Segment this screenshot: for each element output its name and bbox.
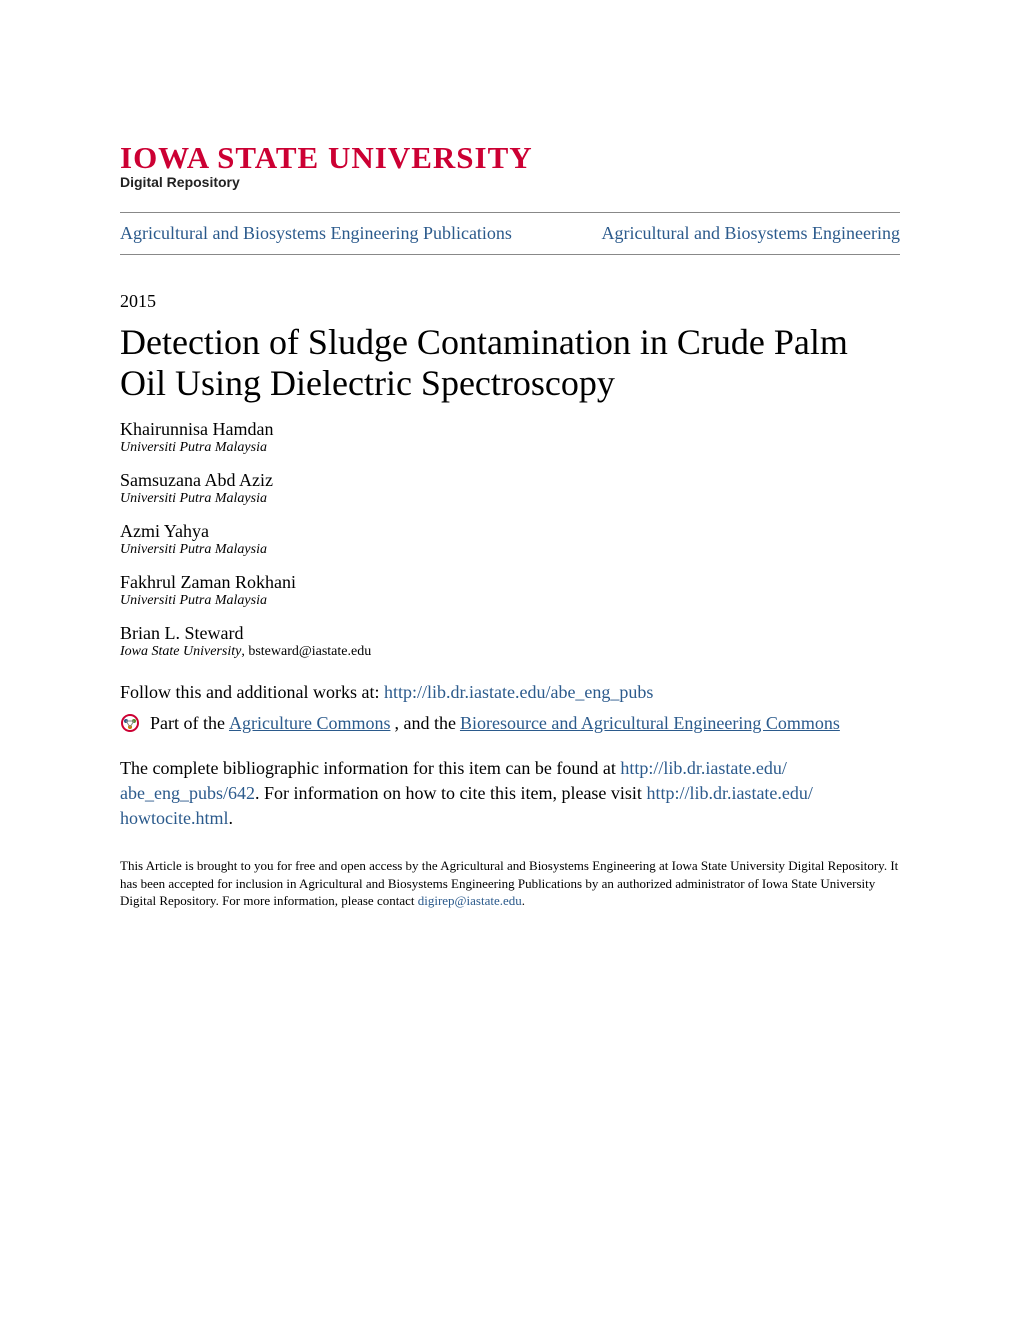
publication-year: 2015: [120, 291, 900, 312]
biblio-url-1a[interactable]: http://lib.dr.iastate.edu/: [620, 758, 786, 778]
follow-works-line: Follow this and additional works at: htt…: [120, 682, 900, 703]
footer-note: This Article is brought to you for free …: [120, 857, 900, 910]
author-name: Fakhrul Zaman Rokhani: [120, 572, 900, 593]
author-block: Azmi YahyaUniversiti Putra Malaysia: [120, 521, 900, 558]
author-affiliation: Iowa State University, bsteward@iastate.…: [120, 644, 900, 660]
institution-logo: Iowa State University Digital Repository: [120, 140, 900, 190]
paper-title: Detection of Sludge Contamination in Cru…: [120, 322, 900, 403]
author-name: Azmi Yahya: [120, 521, 900, 542]
follow-url-link[interactable]: http://lib.dr.iastate.edu/abe_eng_pubs: [384, 682, 653, 702]
author-affiliation: Universiti Putra Malaysia: [120, 542, 900, 558]
header-rule-top: [120, 212, 900, 213]
header-row: Agricultural and Biosystems Engineering …: [120, 218, 900, 249]
biblio-url-2b[interactable]: howtocite.html: [120, 808, 228, 828]
author-block: Samsuzana Abd AzizUniversiti Putra Malay…: [120, 470, 900, 507]
footer-text-2: .: [522, 893, 525, 908]
biblio-url-1b[interactable]: abe_eng_pubs/642: [120, 783, 255, 803]
collection-link-right[interactable]: Agricultural and Biosystems Engineering: [602, 223, 900, 244]
author-name: Khairunnisa Hamdan: [120, 419, 900, 440]
logo-sub-text: Digital Repository: [120, 174, 900, 190]
biblio-url-2a[interactable]: http://lib.dr.iastate.edu/: [646, 783, 812, 803]
commons-mid: , and the: [394, 709, 455, 738]
header-rule-bottom: [120, 254, 900, 255]
biblio-text-1: The complete bibliographic information f…: [120, 758, 620, 778]
footer-contact-email[interactable]: digirep@iastate.edu: [418, 893, 522, 908]
commons-row: Part of the Agriculture Commons, and the…: [120, 709, 900, 738]
bibliographic-note: The complete bibliographic information f…: [120, 756, 900, 832]
logo-main-text: Iowa State University: [120, 140, 900, 176]
collection-link-left[interactable]: Agricultural and Biosystems Engineering …: [120, 222, 512, 245]
author-name: Brian L. Steward: [120, 623, 900, 644]
network-icon: [120, 713, 140, 733]
biblio-text-3: .: [228, 808, 233, 828]
author-block: Khairunnisa HamdanUniversiti Putra Malay…: [120, 419, 900, 456]
authors-list: Khairunnisa HamdanUniversiti Putra Malay…: [120, 419, 900, 660]
author-affiliation: Universiti Putra Malaysia: [120, 440, 900, 456]
biblio-text-2: . For information on how to cite this it…: [255, 783, 646, 803]
author-name: Samsuzana Abd Aziz: [120, 470, 900, 491]
commons-link-1[interactable]: Agriculture Commons: [229, 709, 390, 738]
author-block: Fakhrul Zaman RokhaniUniversiti Putra Ma…: [120, 572, 900, 609]
author-affiliation: Universiti Putra Malaysia: [120, 491, 900, 507]
author-block: Brian L. StewardIowa State University, b…: [120, 623, 900, 660]
follow-prefix: Follow this and additional works at:: [120, 682, 384, 702]
commons-link-2[interactable]: Bioresource and Agricultural Engineering…: [460, 709, 840, 738]
author-affiliation: Universiti Putra Malaysia: [120, 593, 900, 609]
commons-prefix: Part of the: [150, 709, 225, 738]
author-email: , bsteward@iastate.edu: [241, 644, 371, 659]
